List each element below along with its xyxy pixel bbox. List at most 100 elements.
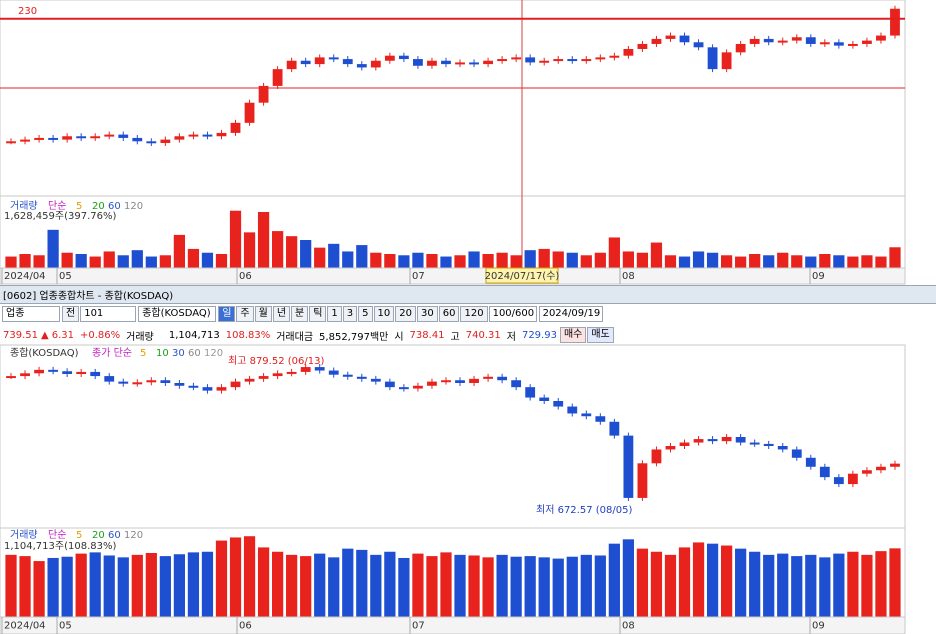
amount-label: 거래대금 [276,331,314,343]
volume-bar [566,252,578,268]
volume-legend-name: 거래량 [10,200,38,212]
volume-bar [749,254,761,268]
volume-bar [636,548,649,617]
volume-bar [131,554,143,617]
candle [553,59,564,62]
volume-bar [117,557,129,617]
period-button[interactable]: 월 [254,306,272,322]
candle [833,42,844,46]
candle [118,134,129,138]
ma-period: 120 [124,530,143,541]
volume-bar [384,551,396,617]
volume-value: 1,104,713주(108.83%) [4,541,116,552]
buy-button[interactable]: 매수 [559,327,587,343]
volume-bar [370,554,382,617]
candle [469,378,479,383]
volume-bar [524,250,536,268]
candle [623,435,634,498]
volume-bar [33,255,45,268]
candle [314,367,325,371]
volume-bar [328,243,340,268]
interval-button[interactable]: 60 [438,306,460,322]
candle [791,449,802,458]
date-axis [0,616,906,634]
window-title: [0602] 업종종합차트 - 종합(KOSDAQ) [3,291,174,302]
interval-button[interactable]: 1 [327,306,342,322]
candle [876,35,886,41]
candle [244,102,255,123]
volume-bar [173,234,186,268]
volume-bar [496,554,508,617]
candle [483,376,493,379]
volume-bar [706,543,719,617]
volume-legend-name: 거래량 [10,529,38,541]
ma-period: 20 [92,530,105,541]
candle [188,134,199,137]
volume-bar [5,256,17,268]
volume-bar [131,250,143,268]
volume-bar [440,256,452,268]
interval-button[interactable]: 5 [358,306,373,322]
candle [62,136,73,140]
candle [384,381,395,388]
info-row: 739.51 ▲ 6.31 +0.86% 거래량 1,104,713 108.8… [0,326,936,344]
date-field[interactable]: 2024/09/19 [538,306,603,322]
interval-button[interactable]: 10 [373,306,395,322]
volume-bar [496,252,508,268]
volume-value: 1,628,459주(397.76%) [4,211,116,222]
prefix-button[interactable]: 전 [62,306,80,322]
interval-button[interactable]: 120 [460,306,488,322]
code-input[interactable]: 101 [80,306,137,322]
interval-button[interactable]: 20 [395,306,417,322]
volume-bar [300,240,312,268]
candle [609,55,620,58]
volume-bar [538,557,550,617]
candle [216,132,227,137]
date-label: 06 [239,271,252,282]
volume-pct: 108.83% [225,329,271,341]
candle [455,62,465,65]
candle [76,371,87,374]
period-button[interactable]: 주 [236,306,254,322]
volume-bar [889,548,901,617]
volume-bar [454,554,466,617]
candle [188,385,199,388]
volume-bar [552,558,564,617]
volume-bar [314,553,326,617]
period-button[interactable]: 분 [291,306,309,322]
interval-button[interactable]: 3 [342,306,358,322]
volume-bar [370,252,382,268]
candle [328,57,339,60]
candle [356,64,367,68]
change-pct: +0.86% [79,329,121,341]
market-select[interactable]: 업종 [2,306,60,322]
volume-legend-ma: 단순 [48,200,66,212]
volume: 1,104,713 [168,329,220,341]
candle [104,134,115,137]
title-bar: [0602] 업종종합차트 - 종합(KOSDAQ) [0,285,936,304]
period-button[interactable]: 년 [272,306,291,322]
volume-bar [664,554,677,617]
volume-bar [257,547,270,617]
reference-label: 230 [18,6,37,17]
candle [300,367,311,372]
candle [707,47,718,70]
period-button[interactable]: 틱 [309,306,327,322]
volume-bar [791,556,803,617]
candle [876,466,886,471]
sell-button[interactable]: 매도 [587,327,614,343]
interval-button[interactable]: 30 [417,306,438,322]
volume-bar [356,549,368,617]
name-field: 종합(KOSDAQ) [138,306,217,322]
period-button[interactable]: 일 [218,306,236,322]
volume-bar [482,557,494,617]
candle [623,48,634,56]
candle [595,416,606,422]
volume-bar [61,252,73,268]
volume-bar [286,554,298,617]
volume-bar [482,254,494,268]
volume-bar [243,232,256,268]
count-field[interactable]: 100/600 [488,306,537,322]
volume-bar [5,554,17,617]
